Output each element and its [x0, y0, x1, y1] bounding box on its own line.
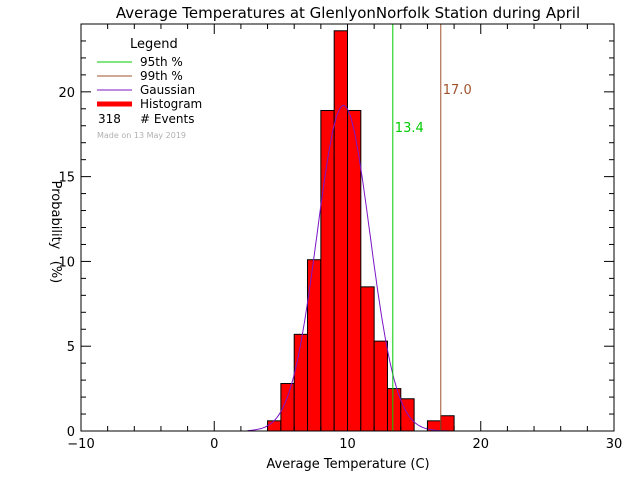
histogram-bar	[440, 415, 455, 432]
histogram-bar	[360, 286, 375, 432]
histogram-bar	[400, 398, 415, 432]
legend-gaussian-label: Gaussian	[140, 83, 195, 97]
y-tick-label: 0	[67, 425, 75, 440]
histogram-bar	[267, 420, 282, 432]
x-tick-label: 30	[606, 437, 623, 452]
chart-title: Average Temperatures at GlenlyonNorfolk …	[116, 4, 580, 22]
histogram-bars	[267, 30, 455, 432]
y-axis-label-line1: Probability	[48, 181, 63, 250]
y-axis-ticks: 0 5 10 15 20	[58, 23, 614, 440]
events-label: # Events	[140, 112, 195, 126]
percentile-95-label: 13.4	[395, 121, 424, 136]
x-axis-label: Average Temperature (C)	[266, 457, 429, 472]
legend-99th-label: 99th %	[140, 69, 183, 83]
histogram-bar	[307, 259, 322, 432]
y-tick-label: 10	[58, 255, 75, 270]
legend-95th-label: 95th %	[140, 55, 183, 69]
made-on-note: Made on 13 May 2019	[97, 131, 186, 140]
y-tick-label: 20	[58, 86, 75, 101]
y-tick-label: 15	[58, 171, 75, 186]
percentile-99-label: 17.0	[443, 83, 472, 98]
legend-title: Legend	[130, 37, 178, 52]
legend-histogram-label: Histogram	[140, 97, 202, 111]
y-tick-label: 5	[67, 340, 75, 355]
histogram-bar	[333, 30, 348, 432]
histogram-bar	[293, 333, 309, 432]
x-tick-label: −10	[67, 437, 94, 452]
x-axis-ticks: −10 0 10 20 30	[67, 24, 622, 452]
x-tick-label: 10	[339, 437, 356, 452]
gaussian-curve	[247, 104, 448, 432]
legend: Legend 95th % 99th % Gaussian Histogram …	[97, 37, 202, 140]
histogram-bar	[373, 340, 388, 432]
y-axis-label-line2: (%)	[48, 261, 63, 284]
x-tick-label: 0	[210, 437, 218, 452]
x-tick-label: 20	[472, 437, 489, 452]
events-count: 318	[98, 112, 121, 126]
